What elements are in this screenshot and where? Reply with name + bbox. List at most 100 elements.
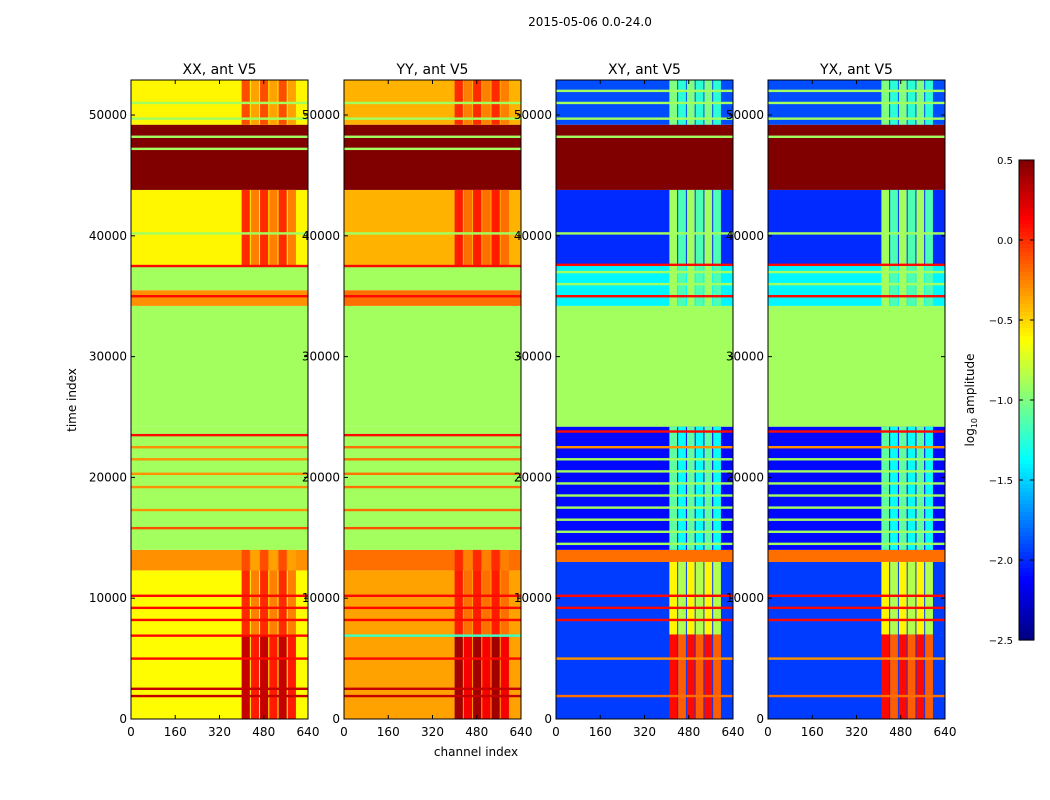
heatmap-panel: YY, ant V5 0 160 320 480 640 0 10000 20000 30000 4… — [302, 62, 533, 739]
heatmap-overlay-cell — [250, 189, 260, 267]
heatmap-overlay-cell — [278, 570, 287, 635]
colorbar: 0.5 0.0 −0.5 −1.0 −1.5 −2.0 −2.5 log10 amplitud… — [963, 156, 1035, 647]
heatmap-band — [344, 124, 521, 190]
heatmap-line — [131, 657, 308, 660]
heatmap-line — [344, 101, 521, 105]
heatmap-line — [556, 618, 733, 622]
heatmap-line — [768, 430, 945, 433]
x-tick-label: 640 — [722, 725, 745, 739]
panel-title: XY, ant V5 — [608, 62, 681, 78]
heatmap-overlay-cell — [916, 634, 925, 719]
panel-title: YX, ant V5 — [819, 62, 893, 78]
heatmap-line — [131, 634, 308, 637]
colorbar-segment — [1019, 632, 1034, 637]
heatmap-line — [131, 526, 308, 530]
x-tick-label: 640 — [510, 725, 533, 739]
heatmap-line — [556, 270, 733, 274]
colorbar-segment — [1019, 624, 1034, 629]
colorbar-segment — [1019, 160, 1034, 165]
colorbar-segment — [1019, 516, 1034, 521]
colorbar-segment — [1019, 444, 1034, 449]
heatmap-line — [768, 618, 945, 622]
heatmap-overlay-cell — [241, 189, 250, 267]
heatmap-overlay-cell — [695, 189, 704, 306]
colorbar-segment — [1019, 428, 1034, 433]
heatmap-overlay-cell — [269, 549, 278, 571]
heatmap-overlay-cell — [491, 189, 500, 267]
heatmap-line — [768, 295, 945, 298]
colorbar-segment — [1019, 236, 1034, 241]
colorbar-segment — [1019, 432, 1034, 437]
colorbar-segment — [1019, 512, 1034, 517]
x-tick-label: 0 — [552, 725, 560, 739]
colorbar-segment — [1019, 556, 1034, 561]
heatmap-line — [344, 526, 521, 530]
heatmap-overlay-cell — [463, 634, 473, 719]
heatmap-band — [556, 561, 733, 719]
heatmap-band — [344, 266, 521, 291]
colorbar-segment — [1019, 500, 1034, 505]
colorbar-segment — [1019, 304, 1034, 309]
heatmap-line — [768, 594, 945, 597]
heatmap-line — [131, 606, 308, 610]
heatmap-overlay-cell — [269, 570, 278, 635]
colorbar-label: log10 amplitude — [963, 354, 979, 447]
colorbar-segment — [1019, 216, 1034, 221]
colorbar-segment — [1019, 296, 1034, 301]
colorbar-segment — [1019, 436, 1034, 441]
colorbar-segment — [1019, 312, 1034, 317]
y-tick-label: 40000 — [89, 229, 127, 243]
colorbar-segment — [1019, 600, 1034, 605]
y-tick-label: 0 — [544, 712, 552, 726]
heatmap-line — [768, 135, 945, 138]
heatmap-band — [768, 305, 945, 427]
heatmap-line — [768, 657, 945, 660]
x-tick-label: 0 — [340, 725, 348, 739]
heatmap-band — [131, 290, 308, 306]
heatmap-overlay-cell — [678, 634, 686, 719]
heatmap-line — [131, 594, 308, 597]
heatmap-overlay-cell — [250, 549, 260, 571]
heatmap-overlay-cell — [704, 189, 713, 306]
colorbar-segment — [1019, 300, 1034, 305]
colorbar-segment — [1019, 272, 1034, 277]
heatmap-overlay-cell — [473, 570, 482, 635]
heatmap-line — [344, 694, 521, 698]
heatmap-overlay-cell — [287, 570, 296, 635]
heatmap-line — [344, 147, 521, 151]
heatmap-line — [556, 232, 733, 235]
colorbar-segment — [1019, 188, 1034, 193]
heatmap-band — [131, 426, 308, 550]
heatmap-overlay-cell — [898, 561, 907, 635]
y-tick-label: 30000 — [514, 350, 552, 364]
x-tick-label: 320 — [208, 725, 231, 739]
colorbar-segment — [1019, 284, 1034, 289]
y-tick-label: 40000 — [514, 229, 552, 243]
heatmap-overlay-cell — [890, 561, 898, 635]
heatmap-overlay-cell — [898, 634, 907, 719]
y-tick-label: 30000 — [302, 350, 340, 364]
heatmap-line — [131, 117, 308, 120]
heatmap-line — [556, 446, 733, 449]
colorbar-segment — [1019, 268, 1034, 273]
heatmap-line — [768, 470, 945, 473]
colorbar-segment — [1019, 348, 1034, 353]
heatmap-line — [344, 135, 521, 138]
panel-title: XX, ant V5 — [183, 62, 257, 78]
heatmap-overlay-cell — [678, 426, 686, 550]
colorbar-segment — [1019, 336, 1034, 341]
heatmap-overlay-cell — [473, 634, 482, 719]
colorbar-segment — [1019, 180, 1034, 185]
heatmap-overlay-cell — [260, 634, 269, 719]
heatmap-overlay-cell — [881, 634, 890, 719]
heatmap-line — [344, 594, 521, 597]
heatmap-overlay-cell — [713, 426, 721, 550]
x-tick-label: 160 — [377, 725, 400, 739]
heatmap-overlay-cell — [669, 189, 678, 306]
colorbar-segment — [1019, 292, 1034, 297]
heatmap-band — [556, 305, 733, 427]
heatmap-overlay-cell — [695, 561, 704, 635]
colorbar-segment — [1019, 176, 1034, 181]
heatmap-overlay-cell — [491, 570, 500, 635]
